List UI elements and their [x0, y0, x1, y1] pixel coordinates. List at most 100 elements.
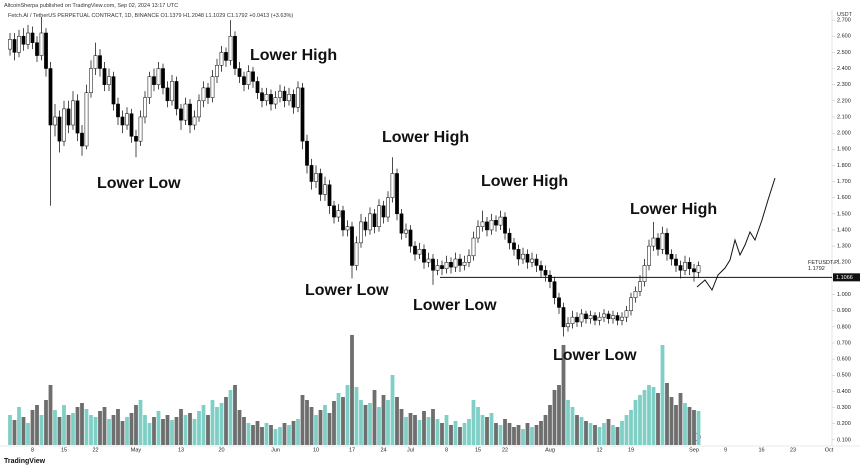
- candle-body: [183, 103, 188, 121]
- candle-body: [305, 140, 309, 166]
- x-tick-label: 19: [628, 447, 634, 453]
- volume-bar: [251, 425, 255, 445]
- y-tick-label: 1.600: [837, 195, 851, 201]
- volume-bar: [404, 417, 408, 445]
- volume-bar: [224, 397, 228, 445]
- candle-body: [215, 65, 219, 77]
- volume-bar: [246, 423, 251, 445]
- volume-bar: [8, 415, 12, 445]
- candle-body: [80, 132, 84, 147]
- volume-bar: [255, 421, 260, 445]
- candle-body: [503, 216, 507, 234]
- candle-body: [516, 249, 521, 260]
- volume-bar: [539, 421, 543, 445]
- volume-bar: [426, 417, 431, 445]
- volume-bar: [381, 395, 386, 445]
- volume-bar: [305, 400, 309, 445]
- volume-layer: [8, 335, 701, 445]
- candle-body: [278, 90, 282, 98]
- volume-bar: [318, 410, 323, 445]
- candle-body: [39, 32, 44, 56]
- candle-body: [62, 108, 66, 142]
- volume-bar: [273, 429, 278, 445]
- y-tick-label: 1.400: [837, 227, 851, 233]
- last-price: 1.1792: [808, 266, 825, 272]
- candle-body: [48, 68, 53, 126]
- x-tick-label: 16: [758, 447, 764, 453]
- candle-body: [408, 229, 413, 247]
- volume-bar: [39, 415, 44, 445]
- candle-body: [494, 220, 498, 226]
- volume-bar: [237, 410, 242, 445]
- volume-bar: [579, 417, 584, 445]
- x-tick-label: Oct: [825, 447, 834, 453]
- volume-bar: [179, 409, 183, 445]
- candle-body: [273, 97, 278, 105]
- y-tick-label: 2.100: [837, 114, 851, 120]
- volume-bar: [98, 411, 102, 445]
- candle-body: [629, 297, 633, 311]
- volume-bar: [440, 423, 444, 445]
- candle-body: [363, 221, 368, 231]
- candle-body: [638, 281, 642, 292]
- volume-bar: [120, 421, 125, 445]
- volume-bar: [561, 345, 566, 445]
- volume-bar: [57, 417, 62, 445]
- annotation: Lower High: [481, 173, 568, 190]
- candle-body: [264, 94, 269, 102]
- y-tick-label: 1.800: [837, 163, 851, 169]
- volume-bar: [300, 395, 305, 445]
- candle-body: [359, 221, 363, 244]
- candle-body: [237, 68, 242, 77]
- candle-body: [381, 205, 386, 218]
- candle-body: [170, 81, 174, 102]
- y-tick-label: 0.100: [837, 437, 851, 443]
- candle-body: [579, 313, 584, 323]
- x-tick-label: 13: [178, 447, 184, 453]
- x-tick-label: 24: [380, 447, 386, 453]
- volume-bar: [566, 400, 570, 445]
- volume-bar: [138, 400, 143, 445]
- y-tick-label: 2.400: [837, 66, 851, 72]
- volume-bar: [111, 415, 116, 445]
- candle-body: [489, 220, 494, 231]
- volume-bar: [584, 421, 588, 445]
- candle-body: [539, 265, 543, 271]
- y-tick-label: 2.300: [837, 82, 851, 88]
- x-tick-label: 15: [61, 447, 67, 453]
- candle-body: [138, 116, 143, 142]
- candle-body: [269, 94, 273, 105]
- volume-bar: [467, 419, 471, 445]
- volume-bar: [147, 423, 152, 445]
- candle-body: [21, 35, 26, 45]
- volume-bar: [102, 407, 107, 445]
- volume-bar: [417, 420, 422, 445]
- candle-body: [611, 315, 615, 320]
- candle-body: [350, 226, 354, 266]
- candle-body: [318, 173, 323, 195]
- published-line: AltcoinSherpa published on TradingView.c…: [4, 3, 178, 9]
- volume-bar: [588, 423, 593, 445]
- candle-body: [575, 316, 579, 323]
- volume-bar: [692, 410, 696, 445]
- volume-bar: [165, 415, 170, 445]
- volume-bar: [44, 400, 48, 445]
- candle-body: [300, 87, 305, 142]
- candle-body: [147, 76, 152, 98]
- candle-body: [255, 81, 260, 93]
- candle-body: [345, 226, 350, 231]
- x-tick-label: 20: [218, 447, 224, 453]
- volume-bar: [503, 419, 507, 445]
- volume-bar: [156, 411, 161, 445]
- volume-bar: [453, 421, 458, 445]
- candle-body: [620, 316, 624, 321]
- level-tag: [833, 273, 860, 282]
- candle-body: [188, 103, 192, 126]
- candle-body: [674, 258, 678, 266]
- projection-drawing: [696, 177, 776, 292]
- candle-body: [593, 315, 597, 321]
- y-tick-label: 0.900: [837, 308, 851, 314]
- y-tick-label: 1.500: [837, 211, 851, 217]
- volume-bar: [12, 420, 17, 445]
- candle-body: [570, 316, 575, 324]
